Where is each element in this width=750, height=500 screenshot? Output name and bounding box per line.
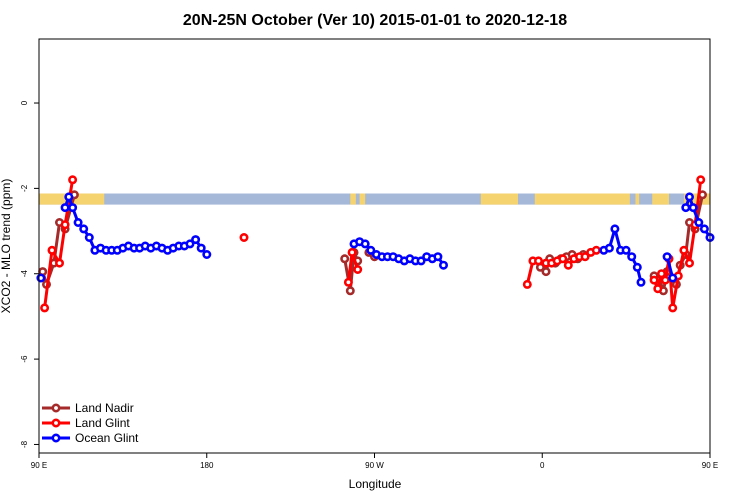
- ocean-glint-point: [694, 218, 704, 228]
- series-layer: [36, 175, 715, 313]
- legend-label: Ocean Glint: [75, 431, 139, 445]
- ocean-glint-point: [191, 235, 201, 245]
- ocean-glint-point: [202, 250, 212, 260]
- land-patch: [359, 193, 366, 205]
- ocean-glint-point: [360, 239, 370, 249]
- ocean-glint-point: [438, 260, 448, 270]
- ocean-glint-point: [621, 245, 631, 255]
- ocean-glint-point: [433, 252, 443, 262]
- ocean-glint-point: [196, 243, 206, 253]
- x-tick-label: 90 E: [702, 461, 718, 470]
- ocean-glint-point: [610, 224, 620, 234]
- x-axis: 90 E 180 90 W 0 90 E: [31, 453, 718, 470]
- ocean-glint-point: [636, 277, 646, 287]
- legend-label: Land Nadir: [75, 401, 134, 415]
- ocean-glint-point: [684, 192, 694, 202]
- land-glint-point: [591, 245, 601, 255]
- legend-swatch-marker: [51, 418, 61, 428]
- ocean-glint-point: [688, 203, 698, 213]
- ocean-glint-point: [416, 256, 426, 266]
- land-glint-point: [679, 245, 689, 255]
- land-nadir-point: [345, 286, 355, 296]
- land-glint-point: [68, 175, 78, 185]
- y-tick-label: -2: [20, 184, 29, 192]
- land-nadir-point: [541, 267, 551, 277]
- ocean-glint-point: [366, 245, 376, 255]
- x-tick-label: 90 E: [31, 461, 47, 470]
- land-patch: [534, 193, 630, 205]
- land-glint-point: [343, 277, 353, 287]
- land-glint-point: [347, 247, 357, 257]
- ocean-glint-point: [60, 203, 70, 213]
- ocean-glint-point: [79, 224, 89, 234]
- x-tick-label: 90 W: [365, 461, 384, 470]
- series-land-glint: [40, 175, 706, 313]
- x-axis-label: Longitude: [349, 477, 402, 491]
- legend-swatch-marker: [51, 433, 61, 443]
- legend-swatch-marker: [51, 403, 61, 413]
- land-nadir-line: [343, 250, 360, 293]
- ocean-glint-point: [185, 239, 195, 249]
- y-axis-label: XCO2 - MLO trend (ppm): [0, 179, 13, 314]
- y-tick-label: -6: [20, 355, 29, 363]
- series-land-nadir: [38, 190, 707, 296]
- land-patch: [652, 193, 669, 205]
- land-glint-point: [649, 275, 659, 285]
- land-glint-point: [558, 254, 568, 264]
- legend-item-ocean-glint: Ocean Glint: [42, 431, 139, 445]
- x-tick-label: 0: [540, 461, 545, 470]
- y-axis: 0 -2 -4 -6 -8: [20, 100, 39, 448]
- land-glint-point: [47, 245, 57, 255]
- ocean-glint-point: [699, 224, 709, 234]
- land-glint-point: [696, 175, 706, 185]
- legend-label: Land Glint: [75, 416, 130, 430]
- chart-title: 20N-25N October (Ver 10) 2015-01-01 to 2…: [183, 12, 567, 29]
- land-patch: [480, 193, 519, 205]
- y-tick-label: -4: [20, 270, 29, 278]
- x-tick-label: 180: [200, 461, 214, 470]
- legend-item-land-glint: Land Glint: [42, 416, 130, 430]
- land-glint-point: [653, 284, 663, 294]
- ocean-band: [39, 193, 710, 205]
- ocean-glint-point: [73, 218, 83, 228]
- land-glint-point: [239, 233, 249, 243]
- ocean-glint-point: [662, 252, 672, 262]
- land-glint-point: [580, 252, 590, 262]
- land-patch: [635, 193, 640, 205]
- y-tick-label: -8: [20, 440, 29, 448]
- land-glint-point: [353, 264, 363, 274]
- land-glint-point: [684, 258, 694, 268]
- land-ocean-strip: [39, 193, 710, 205]
- ocean-glint-point: [627, 252, 637, 262]
- land-glint-point: [656, 269, 666, 279]
- ocean-glint-point: [84, 233, 94, 243]
- land-patch: [350, 193, 356, 205]
- legend-item-land-nadir: Land Nadir: [42, 401, 134, 415]
- ocean-glint-point: [668, 273, 678, 283]
- land-glint-point: [522, 279, 532, 289]
- series-ocean-glint: [36, 192, 715, 287]
- land-glint-point: [40, 303, 50, 313]
- land-glint-point: [54, 258, 64, 268]
- land-nadir-point: [340, 254, 350, 264]
- land-glint-point: [668, 303, 678, 313]
- land-glint-point: [533, 256, 543, 266]
- land-glint-point: [563, 260, 573, 270]
- land-glint-point: [660, 275, 670, 285]
- ocean-glint-point: [68, 203, 78, 213]
- ocean-glint-point: [632, 262, 642, 272]
- ocean-glint-point: [604, 243, 614, 253]
- y-tick-label: 0: [20, 100, 29, 105]
- ocean-glint-point: [64, 192, 74, 202]
- land-glint-point: [60, 220, 70, 230]
- ocean-glint-point: [681, 203, 691, 213]
